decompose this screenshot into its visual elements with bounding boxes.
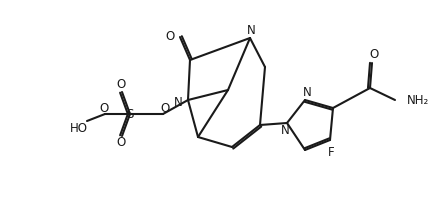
Text: S: S <box>126 108 134 121</box>
Text: NH₂: NH₂ <box>407 94 429 108</box>
Text: HO: HO <box>70 122 88 134</box>
Text: O: O <box>166 30 175 42</box>
Text: O: O <box>116 136 126 150</box>
Text: N: N <box>303 85 311 99</box>
Text: O: O <box>369 49 378 61</box>
Text: O: O <box>160 102 170 114</box>
Text: N: N <box>174 95 183 109</box>
Text: N: N <box>247 24 255 38</box>
Text: F: F <box>328 146 334 160</box>
Text: O: O <box>116 79 126 92</box>
Text: N: N <box>281 124 290 137</box>
Text: O: O <box>99 102 109 114</box>
